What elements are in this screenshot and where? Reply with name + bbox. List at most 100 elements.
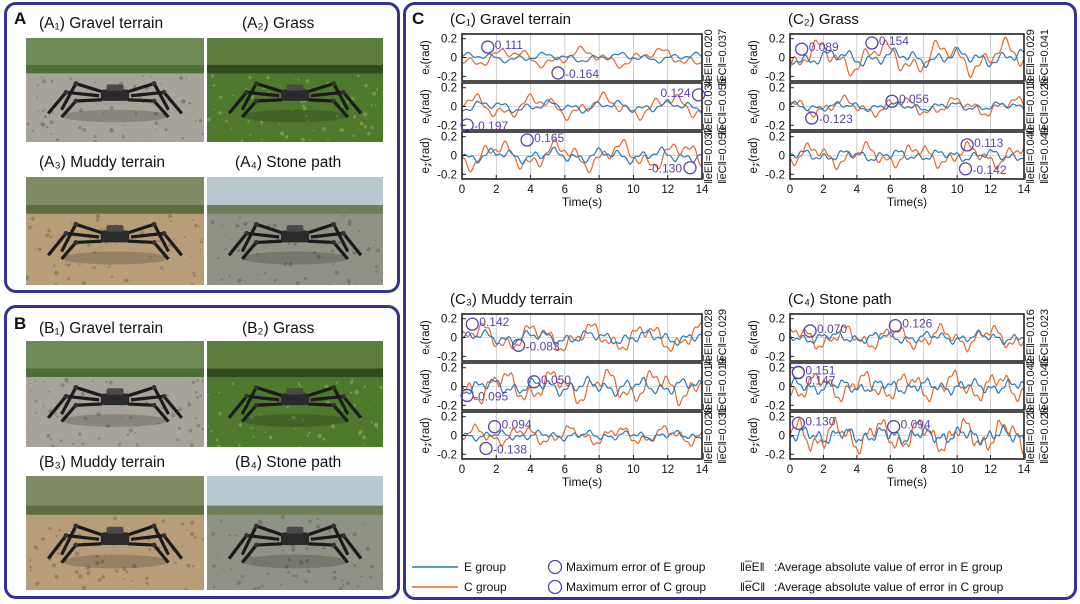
panel-a: A (A₁) Gravel terrain (A₂) Grass (A₃) Mu… — [4, 2, 400, 293]
y-tick-label: 0 — [779, 151, 785, 163]
photo-title: (B₂) Grass — [242, 320, 315, 337]
photo-title: (B₃) Muddy terrain — [39, 454, 166, 471]
y-axis-label: e𝓏(rad) — [420, 137, 432, 173]
x-tick-label: 12 — [984, 464, 997, 476]
x-tick-label: 10 — [951, 464, 964, 476]
panel-c-label: C — [412, 9, 424, 28]
photo-title: (B₁) Gravel terrain — [39, 320, 164, 337]
y-axis-label: eᵧ(rad) — [748, 369, 760, 404]
y-axis-label: eᵧ(rad) — [420, 89, 432, 124]
legend-c-marker-icon — [547, 579, 563, 595]
x-tick-label: 4 — [854, 464, 861, 476]
chart-title: (C₄) Stone path — [788, 291, 892, 308]
y-axis-label: eₓ(rad) — [748, 320, 760, 355]
y-tick-label: 0 — [451, 53, 457, 65]
series-line-e — [789, 329, 1025, 346]
legend-e-norm-text: :Average absolute value of error in E gr… — [774, 560, 1003, 574]
x-tick-label: 12 — [984, 184, 997, 196]
y-tick-label: -0.2 — [765, 400, 785, 412]
subplot: 0.2 0 -0.2 eᵧ(rad) ‖e̅E‖=0.042 ‖e̅C‖=0.043 0.1… — [748, 358, 1051, 415]
subplot: 0.2 0 -0.2 eₓ(rad) ‖e̅E‖=0.028 ‖e̅C‖=0.029 0.1… — [420, 309, 729, 366]
subplot: 0.2 0 -0.2 eₓ(rad) ‖e̅E‖=0.020 ‖e̅C‖=0.037 0.1… — [420, 29, 729, 86]
max-error-label: 0.094 — [901, 418, 931, 432]
x-tick-label: 0 — [459, 184, 465, 196]
panel-b: B (B₁) Gravel terrain (B₂) Grass (B₃) Mu… — [4, 305, 400, 599]
panel-b-label: B — [14, 314, 27, 333]
subplot: 0.2 0 -0.2 e𝓏(rad) ‖e̅E‖=0.028 ‖e̅C‖=0.031 0.0… — [420, 407, 729, 464]
y-tick-label: 0 — [451, 333, 457, 345]
max-error-marker — [465, 317, 479, 331]
y-tick-label: 0.2 — [769, 132, 785, 144]
x-tick-label: 0 — [459, 464, 465, 476]
norm-e-label: ‖e̅E‖=0.042 — [1025, 358, 1037, 415]
legend-c-norm-text: :Average absolute value of error in C gr… — [774, 580, 1004, 594]
norm-c-label: ‖e̅C‖=0.031 — [717, 407, 729, 464]
photo-title: (A₃) Muddy terrain — [39, 154, 166, 171]
norm-e-label: ‖e̅E‖=0.014 — [703, 358, 715, 415]
max-error-marker — [511, 338, 526, 352]
robot-photo — [207, 177, 383, 285]
y-tick-label: -0.2 — [765, 449, 785, 461]
max-error-label: -0.197 — [474, 119, 508, 133]
max-error-label: -0.130 — [648, 162, 682, 176]
y-axis-label: eₓ(rad) — [420, 320, 432, 355]
max-error-marker — [520, 133, 534, 147]
max-error-marker — [886, 420, 901, 434]
x-tick-label: 4 — [854, 184, 861, 196]
x-tick-label: 14 — [1018, 184, 1031, 196]
x-tick-label: 2 — [493, 184, 499, 196]
subplot: 0.2 0 -0.2 eᵧ(rad) ‖e̅E‖=0.013 ‖e̅C‖=0.028 0.0… — [748, 78, 1051, 135]
subplot: 0.2 0 -0.2 e𝓏(rad) ‖e̅E‖=0.040 ‖e̅C‖=0.049 0.1… — [748, 127, 1051, 184]
x-tick-label: 14 — [696, 184, 709, 196]
series-line-c — [789, 36, 1025, 79]
chart-title: (C₂) Grass — [788, 11, 859, 28]
max-error-marker — [479, 441, 493, 456]
max-error-marker — [460, 118, 474, 132]
x-tick-label: 0 — [787, 464, 793, 476]
max-error-marker — [888, 319, 902, 333]
max-error-label: 0.124 — [661, 86, 691, 100]
series-line-c — [461, 45, 703, 69]
x-tick-label: 8 — [921, 464, 927, 476]
norm-c-label: ‖e̅C‖=0.019 — [717, 358, 729, 415]
x-axis-label: Time(s) — [562, 475, 602, 489]
y-tick-label: -0.2 — [437, 449, 457, 461]
y-tick-label: 0.2 — [769, 412, 785, 424]
max-error-marker — [683, 161, 697, 175]
legend-c-norm-symbol: ‖e̅C‖ — [740, 580, 765, 594]
max-error-label: 0.130 — [805, 414, 835, 428]
max-error-label: -0.164 — [565, 67, 599, 81]
series-line-e — [789, 47, 1025, 69]
x-tick-label: 4 — [527, 464, 534, 476]
series-line-e — [789, 377, 1025, 397]
y-tick-label: 0 — [779, 382, 785, 394]
subplot: 0.2 0 -0.2 eₓ(rad) ‖e̅E‖=0.016 ‖e̅C‖=0.023 0.0… — [748, 309, 1051, 366]
x-tick-label: 10 — [627, 184, 640, 196]
norm-c-label: ‖e̅C‖=0.023 — [1039, 309, 1051, 366]
max-error-marker — [791, 366, 806, 380]
x-tick-label: 12 — [661, 184, 674, 196]
x-axis-label: Time(s) — [887, 195, 927, 209]
y-axis-label: eᵧ(rad) — [420, 369, 432, 404]
x-tick-label: 2 — [820, 184, 826, 196]
y-tick-label: 0.2 — [769, 314, 785, 326]
norm-c-label: ‖e̅C‖=0.037 — [717, 29, 729, 86]
norm-e-label: ‖e̅E‖=0.023 — [1025, 407, 1037, 464]
max-error-marker — [481, 40, 495, 54]
norm-e-label: ‖e̅E‖=0.037 — [703, 127, 715, 184]
y-tick-label: 0.2 — [441, 132, 457, 144]
legend-e-marker-text: Maximum error of E group — [566, 560, 706, 574]
x-tick-label: 14 — [696, 464, 709, 476]
max-error-label: -0.123 — [819, 112, 853, 126]
norm-e-label: ‖e̅E‖=0.028 — [703, 309, 715, 366]
max-error-label: 0.151 — [805, 363, 835, 377]
max-error-label: -0.095 — [474, 389, 508, 403]
max-error-marker — [960, 138, 974, 152]
max-error-marker — [803, 324, 817, 338]
subplot: 0.2 0 -0.2 eᵧ(rad) ‖e̅E‖=0.014 ‖e̅C‖=0.019 0.0… — [420, 358, 729, 415]
photo-title: (A₄) Stone path — [235, 154, 342, 171]
